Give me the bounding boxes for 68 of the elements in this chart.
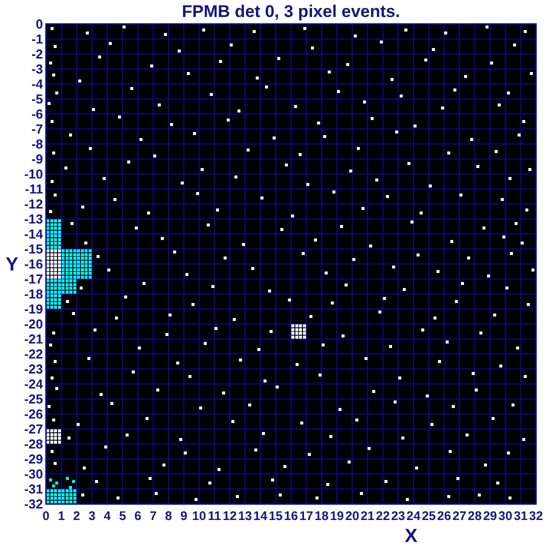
y-tick-label: -12	[24, 196, 43, 212]
x-tick-label: 12	[222, 509, 237, 523]
x-tick-label: 13	[238, 509, 252, 523]
x-tick-label: 6	[134, 509, 142, 523]
x-tick-label: 26	[437, 509, 452, 523]
y-tick-label: -8	[31, 136, 43, 152]
y-tick-label: -3	[31, 62, 43, 77]
x-tick-label: 2	[73, 509, 80, 523]
y-tick-label: -7	[31, 122, 43, 137]
y-tick-label: -19	[24, 302, 43, 317]
x-tick-label: 27	[452, 509, 466, 523]
y-tick-label: 0	[36, 16, 43, 32]
y-tick-label: -10	[24, 166, 43, 182]
y-tick-label: -29	[24, 452, 43, 467]
y-tick-label: -9	[31, 152, 43, 167]
x-tick-label: 16	[284, 509, 298, 523]
y-tick-label: -28	[24, 436, 43, 452]
y-tick-label: -6	[31, 106, 43, 122]
x-tick-label: 23	[391, 509, 406, 523]
y-tick-label: -14	[24, 226, 44, 242]
y-tick-label: -17	[24, 272, 43, 287]
x-tick-label: 3	[88, 509, 96, 523]
x-tick-label: 4	[104, 509, 111, 523]
y-tick-label: -31	[24, 482, 43, 497]
y-tick-label: -1	[31, 32, 43, 47]
x-tick-label: 31	[514, 509, 528, 523]
x-axis-title: X	[404, 526, 418, 547]
x-tick-label: 29	[483, 509, 498, 523]
x-tick-label: 30	[498, 509, 512, 523]
x-tick-label: 7	[150, 509, 157, 523]
y-tick-label: -25	[24, 392, 43, 407]
x-tick-label: 20	[345, 509, 360, 523]
y-tick-label: -32	[24, 496, 43, 512]
x-tick-label: 15	[268, 509, 283, 523]
x-tick-label: 25	[422, 509, 436, 523]
x-tick-label: 1	[58, 509, 65, 523]
y-tick-label: -2	[31, 46, 43, 62]
x-tick-label: 10	[192, 509, 206, 523]
x-tick-label: 9	[180, 509, 188, 523]
y-tick-label: -24	[24, 376, 44, 392]
y-tick-label: -23	[24, 362, 43, 377]
x-tick-label: 11	[208, 509, 222, 523]
x-tick-label: 24	[406, 509, 420, 523]
x-tick-label: 14	[253, 509, 268, 523]
y-axis-title: Y	[6, 254, 19, 276]
y-tick-label: -16	[24, 256, 43, 272]
x-tick-label: 22	[376, 509, 390, 523]
y-tick-label: -22	[24, 346, 43, 362]
y-tick-label: -26	[24, 406, 43, 422]
x-tick-label: 8	[165, 509, 172, 523]
x-tick-label: 18	[314, 509, 329, 523]
chart-title: FPMB det 0, 3 pixel events.	[182, 2, 400, 21]
y-tick-label: -11	[24, 182, 43, 197]
y-tick-label: -20	[24, 316, 43, 332]
y-tick-label: -13	[24, 212, 43, 227]
x-tick-label: 17	[299, 509, 314, 523]
x-tick-label: 32	[529, 509, 543, 523]
y-tick-label: -30	[24, 466, 43, 482]
y-tick-label: -21	[24, 332, 43, 347]
x-tick-label: 19	[330, 509, 344, 523]
x-tick-label: 28	[468, 509, 482, 523]
y-tick-label: -15	[24, 242, 43, 257]
y-tick-label: -4	[31, 76, 44, 92]
y-tick-label: -18	[24, 286, 43, 302]
y-tick-label: -5	[31, 92, 43, 107]
x-tick-label: 5	[119, 509, 126, 523]
y-tick-label: -27	[24, 422, 43, 437]
x-tick-label: 21	[360, 509, 375, 523]
